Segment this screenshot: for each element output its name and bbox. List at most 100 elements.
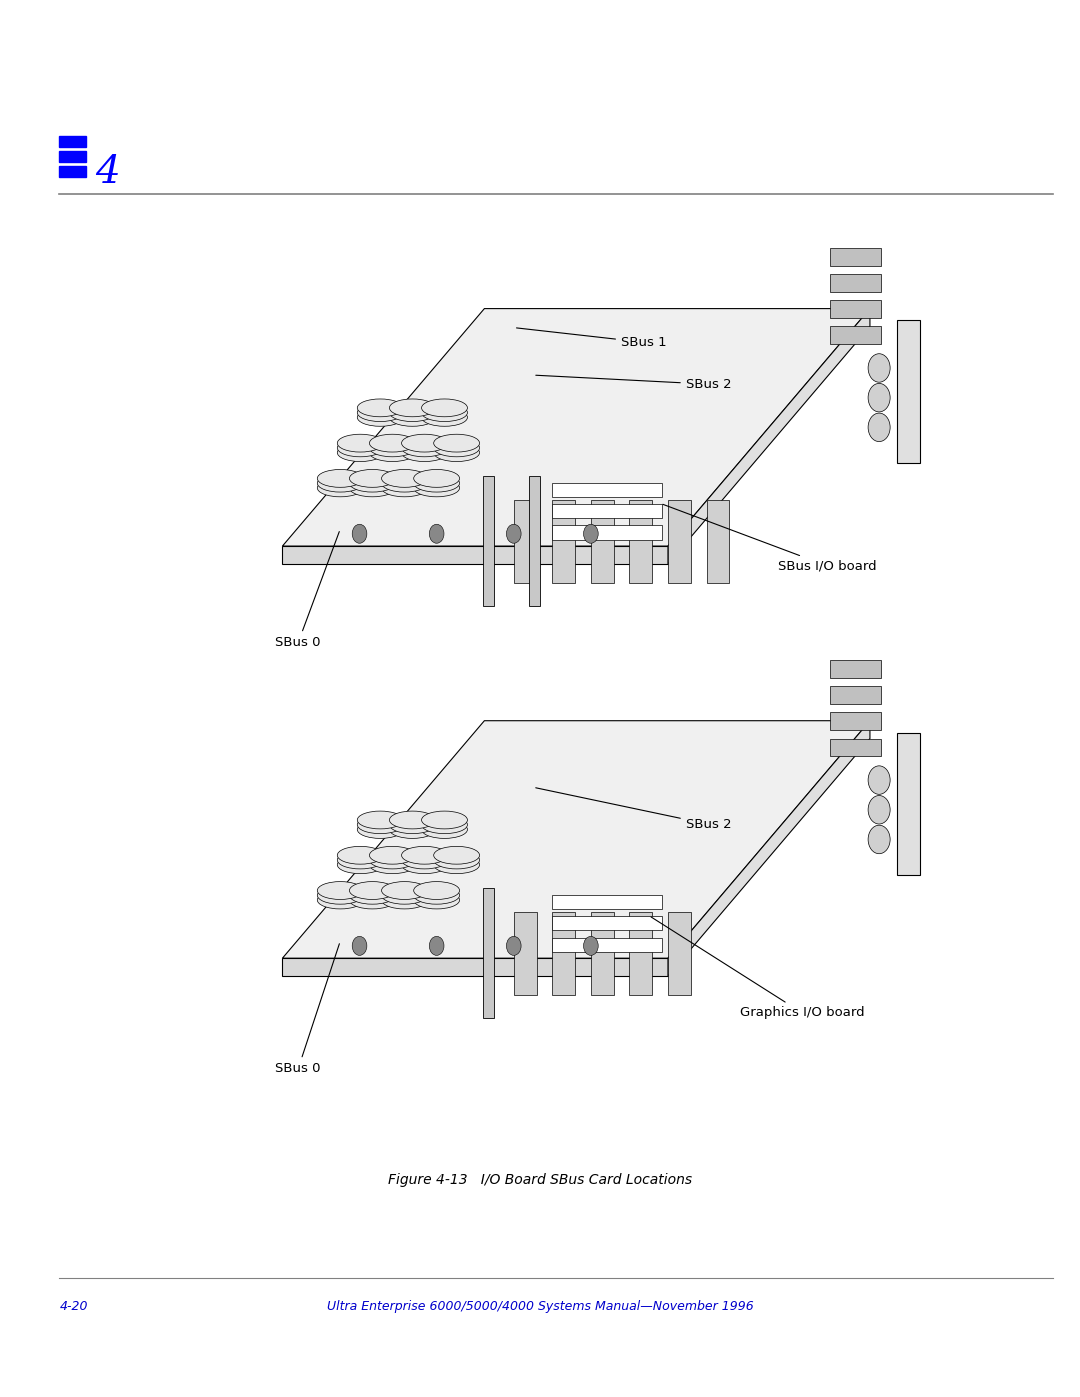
Ellipse shape bbox=[350, 886, 395, 904]
Ellipse shape bbox=[337, 856, 383, 873]
Ellipse shape bbox=[434, 439, 480, 457]
Circle shape bbox=[430, 524, 444, 543]
FancyBboxPatch shape bbox=[514, 912, 537, 995]
Circle shape bbox=[352, 936, 367, 956]
Text: Ultra Enterprise 6000/5000/4000 Systems Manual—November 1996: Ultra Enterprise 6000/5000/4000 Systems … bbox=[326, 1299, 754, 1313]
FancyBboxPatch shape bbox=[591, 500, 613, 583]
Circle shape bbox=[868, 766, 890, 795]
Ellipse shape bbox=[434, 856, 480, 873]
Ellipse shape bbox=[421, 820, 468, 838]
Text: Graphics I/O board: Graphics I/O board bbox=[651, 916, 864, 1020]
Circle shape bbox=[868, 826, 890, 854]
FancyBboxPatch shape bbox=[529, 475, 540, 606]
Ellipse shape bbox=[402, 439, 447, 457]
Ellipse shape bbox=[434, 851, 480, 869]
Ellipse shape bbox=[337, 439, 383, 457]
Ellipse shape bbox=[381, 882, 428, 900]
Ellipse shape bbox=[402, 851, 447, 869]
FancyBboxPatch shape bbox=[831, 249, 881, 265]
Ellipse shape bbox=[337, 851, 383, 869]
Text: SBus I/O board: SBus I/O board bbox=[663, 504, 876, 573]
FancyBboxPatch shape bbox=[552, 504, 662, 518]
Ellipse shape bbox=[421, 400, 468, 416]
FancyBboxPatch shape bbox=[831, 274, 881, 292]
Ellipse shape bbox=[402, 434, 447, 453]
FancyBboxPatch shape bbox=[831, 712, 881, 731]
FancyBboxPatch shape bbox=[514, 500, 537, 583]
Text: SBus 0: SBus 0 bbox=[275, 944, 339, 1076]
FancyBboxPatch shape bbox=[483, 887, 494, 1018]
FancyBboxPatch shape bbox=[897, 732, 920, 875]
Ellipse shape bbox=[402, 847, 447, 865]
Ellipse shape bbox=[421, 404, 468, 422]
Ellipse shape bbox=[434, 444, 480, 461]
Ellipse shape bbox=[350, 479, 395, 497]
Polygon shape bbox=[283, 958, 667, 977]
FancyBboxPatch shape bbox=[59, 166, 86, 177]
FancyBboxPatch shape bbox=[897, 320, 920, 462]
Text: 4-20: 4-20 bbox=[59, 1299, 87, 1313]
Polygon shape bbox=[283, 721, 870, 958]
Ellipse shape bbox=[402, 444, 447, 461]
Ellipse shape bbox=[414, 891, 460, 909]
Text: SBus 2: SBus 2 bbox=[536, 376, 731, 391]
Ellipse shape bbox=[369, 851, 416, 869]
Ellipse shape bbox=[434, 847, 480, 865]
Ellipse shape bbox=[337, 434, 383, 453]
Ellipse shape bbox=[414, 469, 460, 488]
Ellipse shape bbox=[357, 408, 403, 426]
Ellipse shape bbox=[318, 891, 363, 909]
Text: Figure 4-13   I/O Board SBus Card Locations: Figure 4-13 I/O Board SBus Card Location… bbox=[388, 1173, 692, 1187]
Ellipse shape bbox=[390, 400, 435, 416]
Ellipse shape bbox=[369, 439, 416, 457]
Polygon shape bbox=[283, 546, 667, 564]
Ellipse shape bbox=[421, 816, 468, 834]
FancyBboxPatch shape bbox=[630, 912, 652, 995]
Ellipse shape bbox=[381, 474, 428, 492]
Ellipse shape bbox=[318, 479, 363, 497]
Ellipse shape bbox=[369, 444, 416, 461]
Ellipse shape bbox=[350, 882, 395, 900]
Ellipse shape bbox=[337, 444, 383, 461]
Circle shape bbox=[352, 524, 367, 543]
Text: 4: 4 bbox=[95, 154, 120, 190]
Circle shape bbox=[583, 524, 598, 543]
Text: SBus 2: SBus 2 bbox=[536, 788, 731, 831]
FancyBboxPatch shape bbox=[667, 912, 691, 995]
Ellipse shape bbox=[414, 886, 460, 904]
Polygon shape bbox=[667, 309, 870, 564]
FancyBboxPatch shape bbox=[831, 327, 881, 344]
Circle shape bbox=[583, 936, 598, 956]
Circle shape bbox=[507, 524, 522, 543]
FancyBboxPatch shape bbox=[59, 151, 86, 162]
Ellipse shape bbox=[390, 812, 435, 828]
Circle shape bbox=[430, 936, 444, 956]
Polygon shape bbox=[283, 309, 870, 546]
FancyBboxPatch shape bbox=[483, 475, 494, 606]
FancyBboxPatch shape bbox=[552, 500, 576, 583]
FancyBboxPatch shape bbox=[552, 912, 576, 995]
Polygon shape bbox=[667, 721, 870, 977]
FancyBboxPatch shape bbox=[831, 300, 881, 319]
Ellipse shape bbox=[357, 816, 403, 834]
Ellipse shape bbox=[381, 479, 428, 497]
Ellipse shape bbox=[369, 434, 416, 453]
Circle shape bbox=[507, 936, 522, 956]
FancyBboxPatch shape bbox=[831, 739, 881, 756]
Ellipse shape bbox=[381, 886, 428, 904]
FancyBboxPatch shape bbox=[552, 895, 662, 909]
Ellipse shape bbox=[318, 886, 363, 904]
Ellipse shape bbox=[434, 434, 480, 453]
FancyBboxPatch shape bbox=[552, 916, 662, 930]
FancyBboxPatch shape bbox=[552, 483, 662, 497]
Ellipse shape bbox=[337, 847, 383, 865]
Ellipse shape bbox=[381, 891, 428, 909]
Circle shape bbox=[868, 795, 890, 824]
FancyBboxPatch shape bbox=[552, 937, 662, 951]
FancyBboxPatch shape bbox=[630, 500, 652, 583]
Ellipse shape bbox=[414, 474, 460, 492]
Circle shape bbox=[868, 383, 890, 412]
Ellipse shape bbox=[390, 404, 435, 422]
FancyBboxPatch shape bbox=[706, 500, 729, 583]
Ellipse shape bbox=[381, 469, 428, 488]
